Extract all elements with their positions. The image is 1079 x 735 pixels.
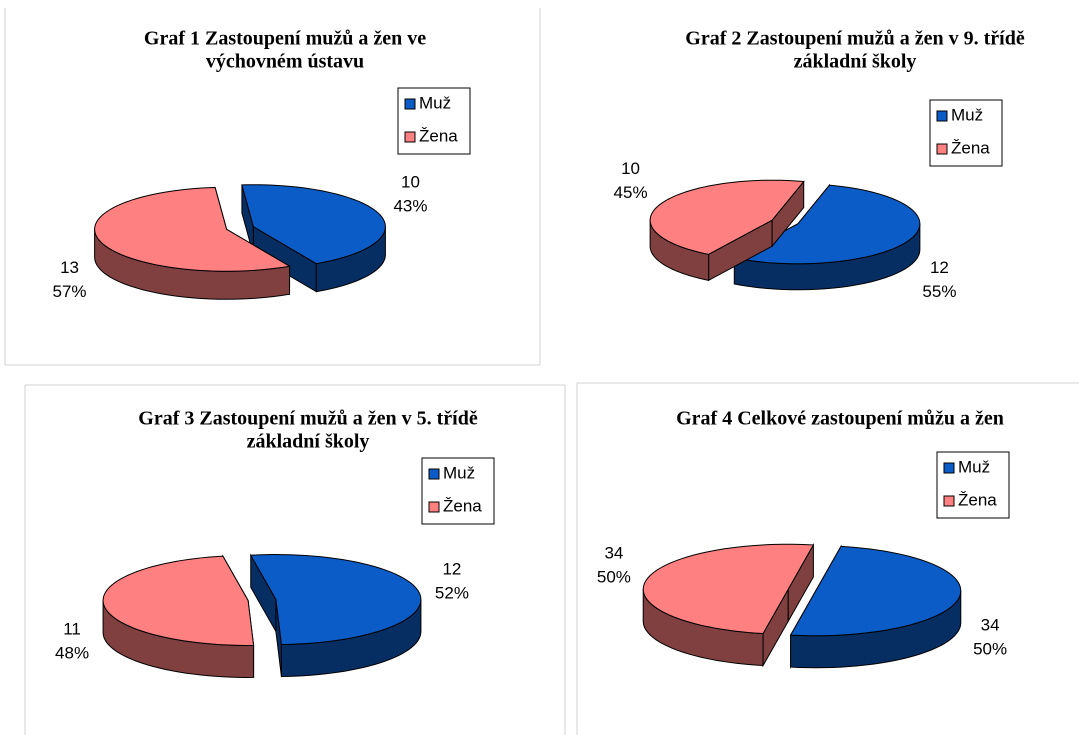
pie-slice [642, 543, 815, 668]
legend-label: Žena [443, 496, 482, 515]
pie-slice [789, 544, 962, 669]
data-label: 13 [60, 258, 79, 277]
data-label-percent: 45% [614, 183, 648, 202]
data-label: 11 [63, 620, 81, 639]
slice-top [642, 543, 815, 635]
legend-swatch [428, 468, 440, 480]
slice-top [249, 554, 422, 646]
legend-swatch [943, 462, 955, 474]
chart-title: Graf 2 Zastoupení mužů a žen v 9. třídě [685, 28, 1025, 50]
pie-slice [249, 553, 422, 678]
legend-label: Žena [951, 138, 990, 157]
pie-slice [732, 183, 921, 291]
legend-swatch [936, 143, 948, 155]
data-label-percent: 55% [922, 282, 956, 301]
data-label-percent: 57% [53, 282, 87, 301]
data-label-percent: 52% [435, 583, 469, 602]
slice-top [789, 545, 962, 637]
legend-label: Muž [951, 105, 983, 124]
legend-swatch [936, 110, 948, 122]
chart-title: základní školy [794, 51, 917, 73]
slice-top [732, 184, 921, 265]
chart-title: Graf 1 Zastoupení mužů a žen ve [144, 28, 426, 50]
pie-slice [102, 554, 255, 678]
chart-title: Graf 4 Celkové zastoupení můžu a žen [676, 408, 1004, 430]
legend-swatch [404, 131, 416, 143]
pie-slice [649, 179, 805, 282]
chart-title: základní školy [247, 431, 370, 453]
legend-label: Muž [443, 463, 475, 482]
data-label: 10 [401, 173, 420, 192]
data-label-percent: 48% [55, 644, 89, 663]
slice-top [241, 184, 386, 265]
legend-label: Žena [958, 490, 997, 509]
legend-label: Žena [419, 126, 458, 145]
data-label: 12 [930, 258, 949, 277]
legend-label: Muž [958, 457, 990, 476]
chart-title: výchovném ústavu [206, 51, 364, 73]
data-label: 34 [981, 615, 1000, 634]
data-label: 10 [621, 159, 640, 178]
legend-swatch [404, 98, 416, 110]
legend-swatch [943, 495, 955, 507]
data-label-percent: 50% [973, 639, 1007, 658]
pie-slice [94, 186, 291, 300]
slice-top [649, 179, 805, 255]
legend-swatch [428, 501, 440, 513]
panel-frames [4, 8, 1079, 735]
pie-slice [241, 184, 386, 293]
data-label-percent: 50% [597, 568, 631, 587]
legend-label: Muž [419, 93, 451, 112]
data-label: 12 [442, 559, 461, 578]
slice-top [102, 555, 255, 646]
slice-top [94, 186, 291, 272]
data-label: 34 [604, 544, 623, 563]
data-label-percent: 43% [393, 197, 427, 216]
chart-title: Graf 3 Zastoupení mužů a žen v 5. třídě [138, 408, 478, 430]
